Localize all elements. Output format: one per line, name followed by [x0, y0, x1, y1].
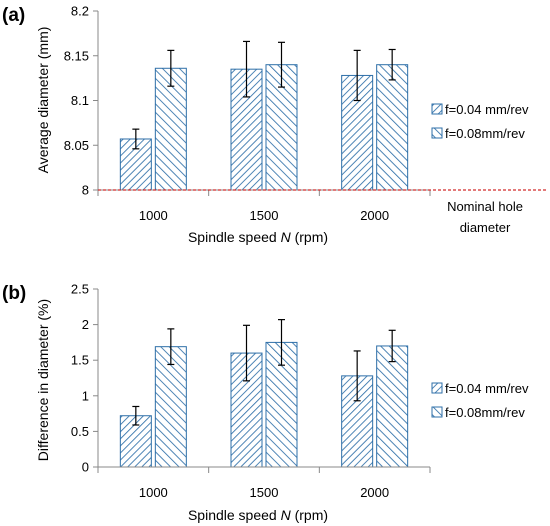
- legend-item: f=0.08mm/rev: [431, 126, 525, 141]
- x-axis-label: Spindle speed N (rpm): [188, 507, 328, 523]
- error-bar: [388, 329, 396, 363]
- y-tick-label: 0.5: [71, 424, 89, 439]
- x-tick-label: 1000: [139, 208, 168, 223]
- y-tick-label: 1: [82, 388, 89, 403]
- x-axis-label: Spindle speed N (rpm): [188, 229, 328, 245]
- y-tick-label: 0: [82, 460, 89, 475]
- y-tick-label: 2.5: [71, 282, 89, 297]
- panel-label: (a): [2, 5, 25, 26]
- chart-panel-b: (b) Difference in diameter (%) Spindle s…: [2, 282, 529, 524]
- x-tick-label: 2000: [360, 485, 389, 500]
- y-tick-label: 8.05: [64, 138, 89, 153]
- y-tick-label: 8: [82, 183, 89, 198]
- error-bar: [167, 328, 175, 366]
- chart-panel-a: (a) Average diameter (mm) Spindle speed …: [2, 4, 548, 245]
- y-tick-label: 8.1: [71, 93, 89, 108]
- bar-forward-2000: [376, 64, 409, 191]
- error-bar: [132, 128, 140, 150]
- x-tick-label: 1000: [139, 485, 168, 500]
- legend-label: f=0.08mm/rev: [445, 126, 525, 141]
- legend-swatch: [431, 103, 443, 115]
- y-tick-label: 8.15: [64, 48, 89, 63]
- error-bar: [388, 48, 396, 81]
- legend-label: f=0.08mm/rev: [445, 405, 525, 420]
- legend-item: f=0.04 mm/rev: [431, 102, 529, 117]
- y-tick-label: 2: [82, 317, 89, 332]
- y-axis-label: Difference in diameter (%): [35, 299, 51, 461]
- bar-forward-1000: [154, 67, 187, 191]
- error-bar: [353, 350, 361, 402]
- nominal-label-line2: diameter: [460, 220, 511, 235]
- x-tick-label: 2000: [360, 208, 389, 223]
- legend-item: f=0.08mm/rev: [431, 405, 525, 420]
- error-bar: [278, 41, 285, 88]
- error-bar: [132, 405, 140, 426]
- x-tick-label: 1500: [250, 208, 279, 223]
- legend-swatch: [431, 406, 443, 418]
- legend-label: f=0.04 mm/rev: [445, 102, 529, 117]
- bar-forward-1000: [154, 346, 187, 468]
- nominal-label-line1: Nominal hole: [447, 199, 523, 214]
- bar-forward-2000: [376, 345, 409, 468]
- y-tick-label: 1.5: [71, 353, 89, 368]
- error-bar: [353, 49, 361, 102]
- legend-item: f=0.04 mm/rev: [431, 381, 529, 396]
- error-bar: [243, 324, 250, 382]
- y-tick-label: 8.2: [71, 4, 89, 19]
- legend-label: f=0.04 mm/rev: [445, 381, 529, 396]
- y-axis-label: Average diameter (mm): [35, 27, 51, 174]
- panel-label: (b): [2, 283, 26, 304]
- legend-swatch: [431, 382, 443, 394]
- error-bar: [243, 40, 250, 98]
- error-bar: [278, 319, 285, 366]
- legend-swatch: [431, 127, 443, 139]
- error-bar: [167, 49, 175, 87]
- x-tick-label: 1500: [250, 485, 279, 500]
